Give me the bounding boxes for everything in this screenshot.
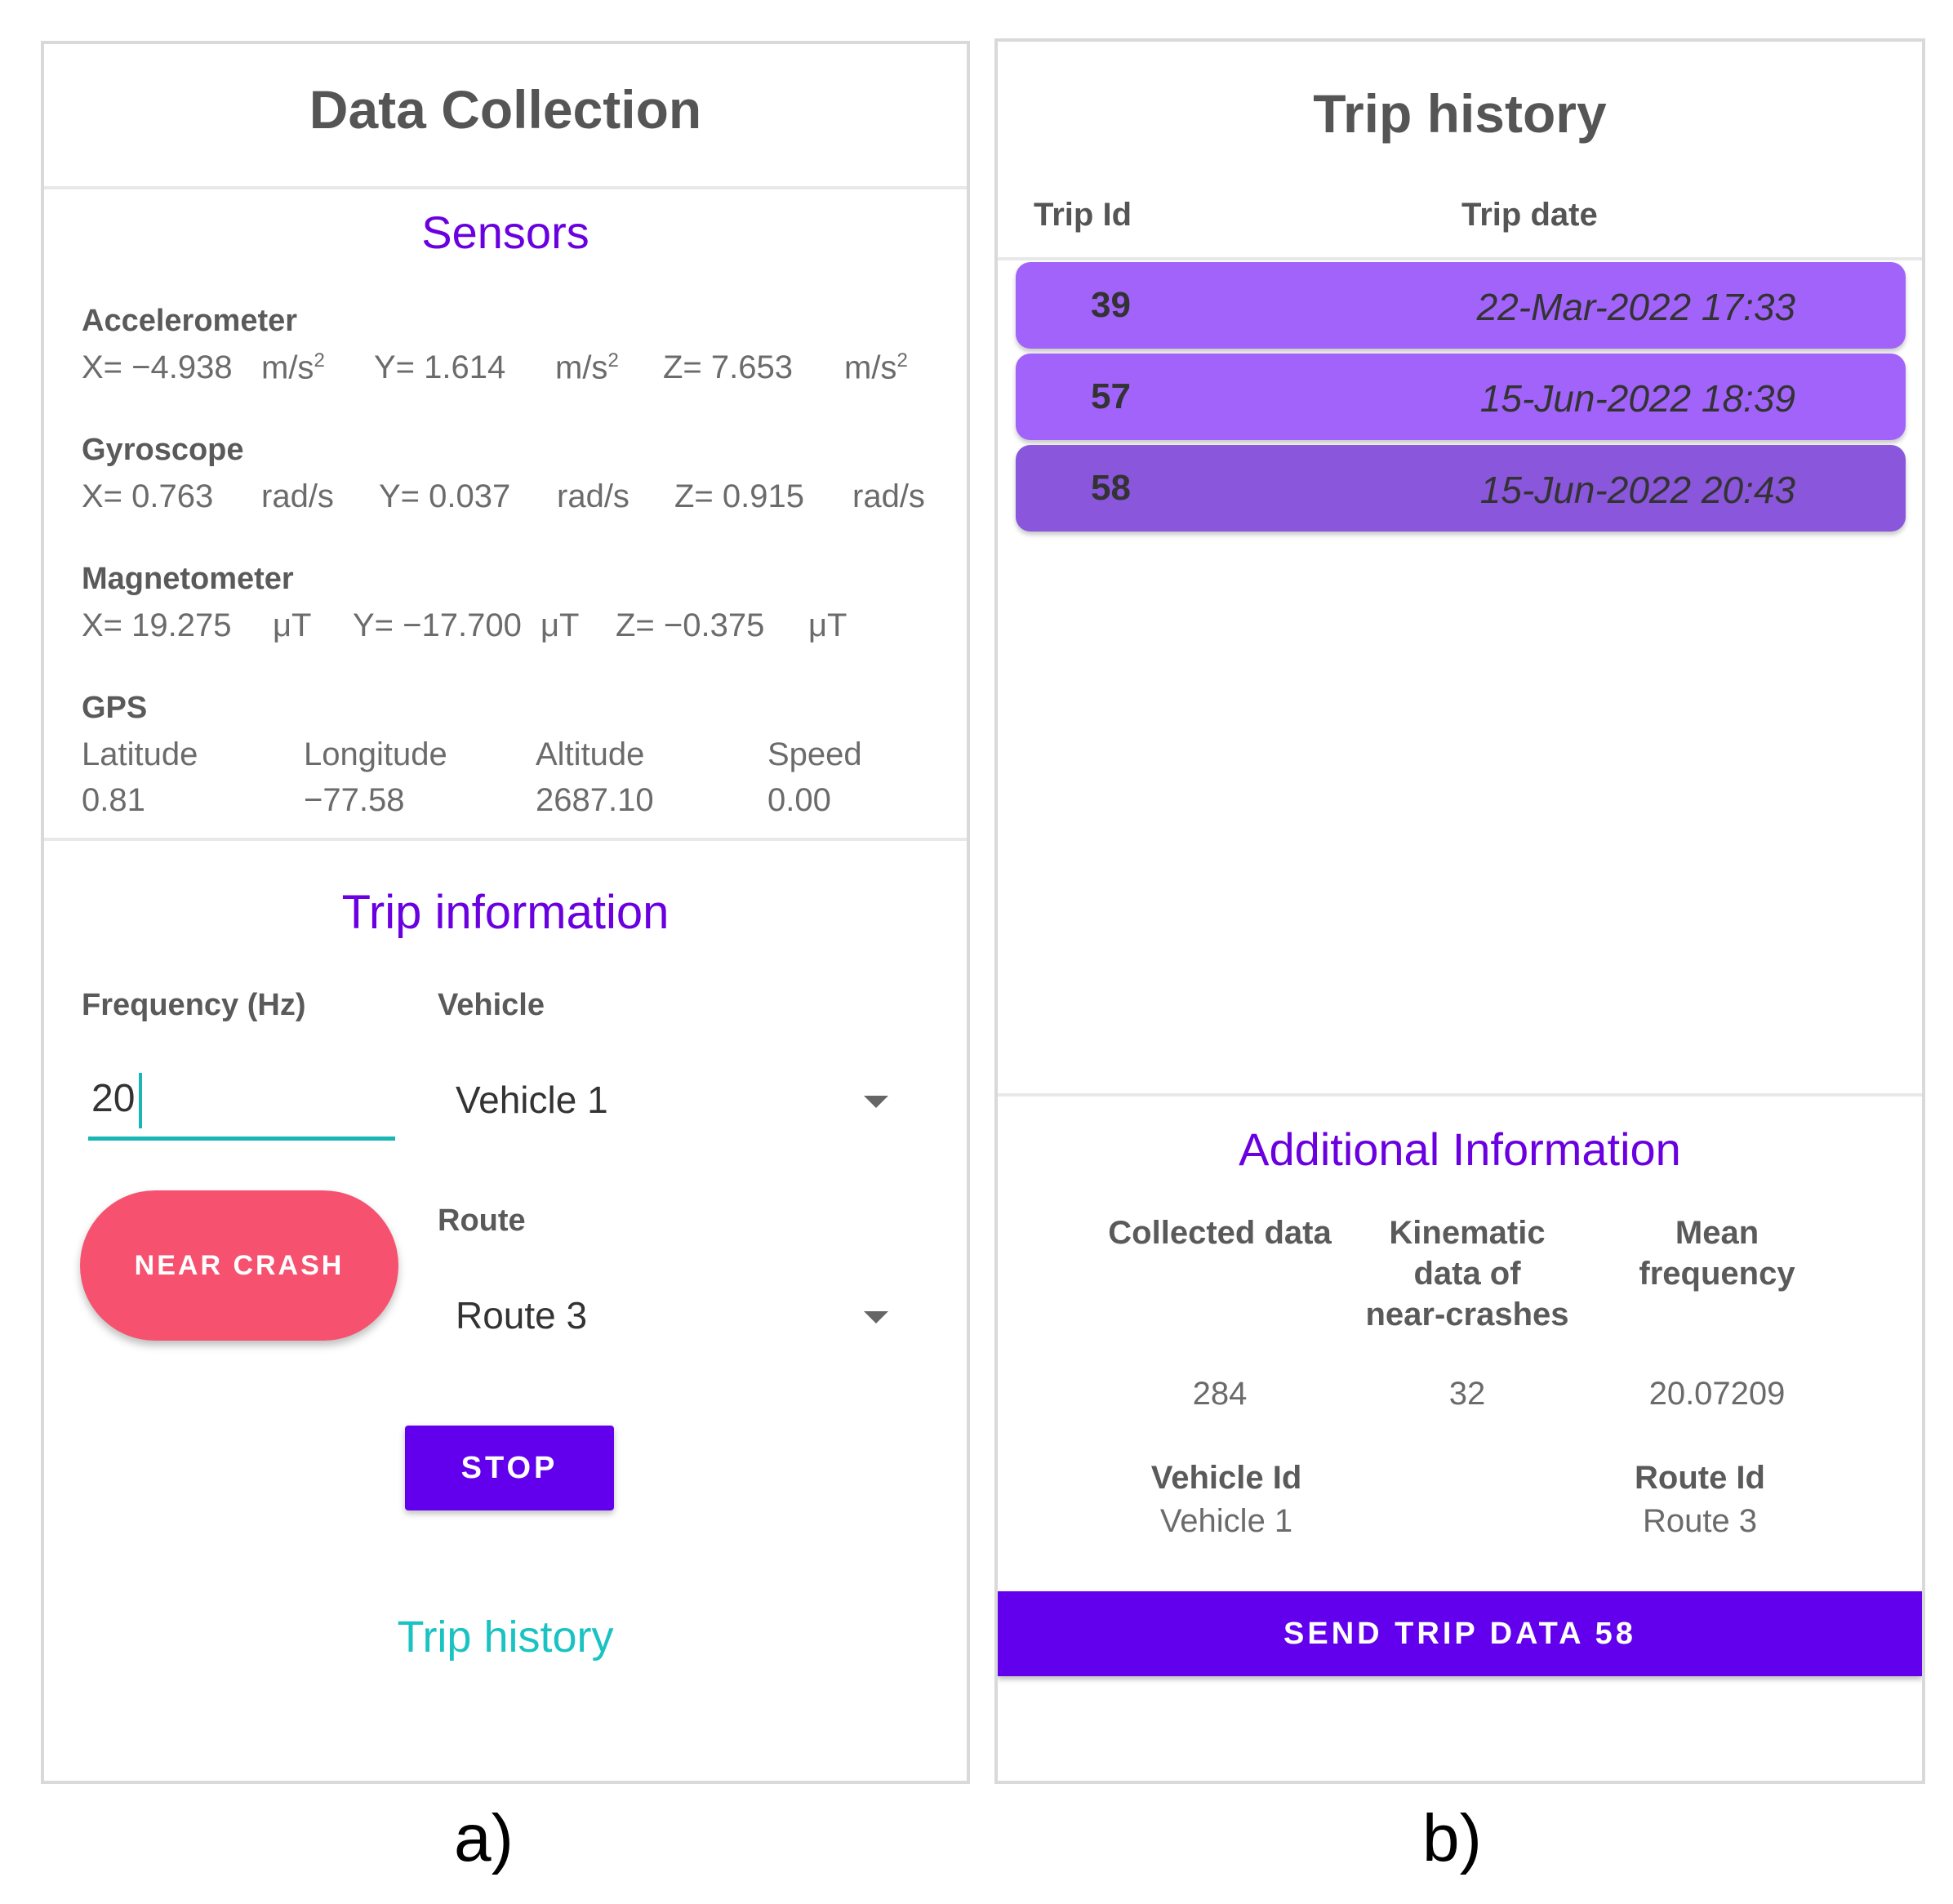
- gyro-y: Y= 0.037: [379, 478, 511, 514]
- gps-label: GPS: [82, 691, 148, 725]
- trip-history-screen: Trip history Trip Id Trip date 39 22-Mar…: [994, 38, 1925, 1784]
- send-trip-data-button[interactable]: SEND TRIP DATA 58: [998, 1591, 1922, 1676]
- additional-info-title: Additional Information: [1239, 1123, 1681, 1175]
- longitude-label: Longitude: [304, 736, 447, 772]
- kinematic-label: Kinematic data of near-crashes: [1365, 1215, 1569, 1332]
- gyro-x: X= 0.763: [82, 478, 214, 514]
- sensors-title: Sensors: [421, 207, 589, 258]
- text-caret: [139, 1073, 142, 1128]
- gyro-y-unit: rad/s: [557, 478, 629, 514]
- chevron-down-icon: [864, 1311, 888, 1323]
- accel-x-unit: m/s2: [261, 349, 325, 386]
- altitude-value: 2687.10: [536, 782, 654, 818]
- route-id-label: Route Id: [1635, 1460, 1765, 1496]
- frequency-input[interactable]: 20: [88, 1065, 395, 1146]
- header-divider: [44, 186, 967, 189]
- route-select-value: Route 3: [456, 1294, 588, 1337]
- accel-x: X= −4.938: [82, 349, 233, 385]
- frequency-label: Frequency (Hz): [82, 988, 306, 1022]
- trip-row[interactable]: 39 22-Mar-2022 17:33: [1016, 262, 1906, 349]
- mag-x-unit: μT: [273, 607, 312, 643]
- near-crash-button[interactable]: NEAR CRASH: [80, 1190, 398, 1341]
- longitude-value: −77.58: [304, 782, 405, 818]
- accel-z-unit: m/s2: [844, 349, 908, 386]
- data-collection-screen: Data Collection Sensors Accelerometer X=…: [41, 41, 970, 1784]
- trip-id: 58: [1091, 468, 1131, 508]
- trip-date: 22-Mar-2022 17:33: [1476, 286, 1795, 328]
- trip-row[interactable]: 57 15-Jun-2022 18:39: [1016, 354, 1906, 440]
- gyro-z: Z= 0.915: [674, 478, 805, 514]
- accel-z: Z= 7.653: [663, 349, 794, 385]
- altitude-label: Altitude: [536, 736, 645, 772]
- gyroscope-label: Gyroscope: [82, 433, 244, 467]
- mean-frequency-value: 20.07209: [1648, 1376, 1786, 1412]
- speed-label: Speed: [767, 736, 862, 772]
- kinematic-value: 32: [1448, 1376, 1486, 1412]
- mag-y-unit: μT: [541, 607, 580, 643]
- mag-z: Z= −0.375: [616, 607, 765, 643]
- chevron-down-icon: [864, 1096, 888, 1108]
- accel-y: Y= 1.614: [374, 349, 506, 385]
- frequency-input-value: 20: [91, 1077, 136, 1120]
- route-id-value: Route 3: [1642, 1503, 1758, 1539]
- trip-info-title: Trip information: [341, 886, 670, 939]
- mag-y: Y= −17.700: [353, 607, 522, 643]
- col-trip-id: Trip Id: [1034, 197, 1132, 233]
- vehicle-select[interactable]: Vehicle 1: [452, 1065, 926, 1138]
- frequency-underline: [88, 1137, 395, 1141]
- collected-data-label: Collected data: [1108, 1215, 1332, 1251]
- route-select[interactable]: Route 3: [452, 1280, 926, 1354]
- table-header-divider: [998, 257, 1922, 260]
- trip-date: 15-Jun-2022 18:39: [1479, 377, 1795, 420]
- page-title: Trip history: [1313, 83, 1607, 144]
- trip-date: 15-Jun-2022 20:43: [1479, 469, 1795, 511]
- latitude-label: Latitude: [82, 736, 198, 772]
- trip-row-selected[interactable]: 58 15-Jun-2022 20:43: [1016, 445, 1906, 532]
- collected-data-value: 284: [1192, 1376, 1248, 1412]
- mag-x: X= 19.275: [82, 607, 232, 643]
- page-title: Data Collection: [309, 79, 702, 140]
- magnetometer-label: Magnetometer: [82, 562, 294, 596]
- stop-button[interactable]: STOP: [405, 1426, 614, 1510]
- accelerometer-label: Accelerometer: [82, 304, 298, 338]
- sensors-divider: [44, 838, 967, 841]
- gyro-z-unit: rad/s: [852, 478, 925, 514]
- speed-value: 0.00: [767, 782, 831, 818]
- col-trip-date: Trip date: [1461, 197, 1598, 233]
- trip-history-link[interactable]: Trip history: [397, 1613, 614, 1662]
- mean-frequency-label: Mean frequency: [1639, 1215, 1795, 1292]
- mag-z-unit: μT: [808, 607, 847, 643]
- vehicle-id-value: Vehicle 1: [1159, 1503, 1293, 1539]
- list-divider: [998, 1093, 1922, 1097]
- vehicle-label: Vehicle: [438, 988, 545, 1022]
- caption-b: b): [1422, 1801, 1482, 1875]
- trip-id: 39: [1091, 285, 1131, 325]
- caption-a: a): [454, 1801, 514, 1875]
- vehicle-id-label: Vehicle Id: [1150, 1460, 1302, 1496]
- route-label: Route: [438, 1203, 526, 1238]
- gyro-x-unit: rad/s: [261, 478, 334, 514]
- vehicle-select-value: Vehicle 1: [456, 1079, 608, 1121]
- trip-id: 57: [1091, 376, 1131, 416]
- latitude-value: 0.81: [82, 782, 145, 818]
- accel-y-unit: m/s2: [555, 349, 619, 386]
